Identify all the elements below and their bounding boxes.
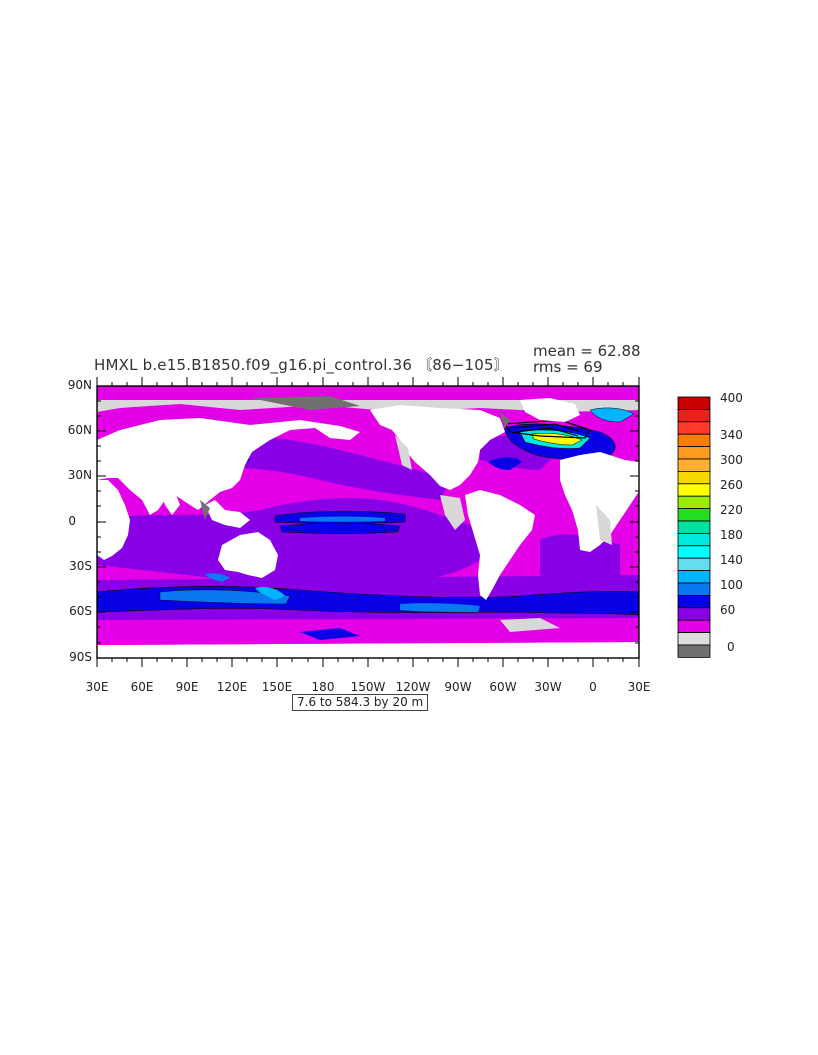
- y-tick-label: 60N: [67, 423, 92, 437]
- colorbar-box: [677, 533, 711, 547]
- sumatra-dark: [200, 500, 210, 520]
- x-tick-label: 60E: [130, 680, 154, 694]
- colorbar-box: [677, 408, 711, 423]
- equatorial-band-south: [279, 522, 401, 534]
- tasman-blue: [255, 586, 285, 600]
- colorbar-label: 140: [720, 553, 743, 567]
- colorbar-box: [677, 570, 711, 584]
- y-tick-label: 60S: [69, 604, 92, 618]
- nordic-seas: [589, 407, 635, 423]
- south-atlantic-purple: [540, 534, 620, 583]
- colorbar-label: 400: [720, 391, 743, 405]
- antarctic-shelf-ocean: [97, 618, 639, 645]
- x-tick-label: 30W: [534, 680, 562, 694]
- contour-range-label: 7.6 to 584.3 by 20 m: [292, 694, 429, 711]
- y-tick-label: 0: [68, 514, 76, 528]
- benguela-coast-gray: [596, 505, 612, 545]
- north-america-land: [370, 405, 505, 490]
- colorbar-box: [677, 433, 711, 448]
- x-tick-label: 180: [311, 680, 335, 694]
- colorbar-label: 260: [720, 478, 743, 492]
- colorbar-box: [677, 582, 711, 596]
- antarctica-land: [97, 642, 639, 658]
- colorbar-box: [677, 470, 711, 485]
- colorbar-box: [677, 545, 711, 559]
- colorbar-label: 340: [720, 428, 743, 442]
- agulhas-blue: [205, 573, 230, 582]
- contour-line-a: [509, 423, 583, 433]
- africa-east-land: [97, 480, 130, 560]
- ross-sea-blue: [300, 628, 360, 640]
- colorbar-box: [677, 446, 711, 460]
- rms-stat: rms = 69: [533, 358, 603, 376]
- x-ticks: [96, 377, 640, 667]
- y-tick-label: 30S: [69, 559, 92, 573]
- arctic-dark: [250, 396, 360, 410]
- colorbar-box: [677, 557, 711, 572]
- colorbar-label: 300: [720, 453, 743, 467]
- southern-ocean-lightblue-1: [159, 589, 291, 605]
- x-tick-label: 90W: [444, 680, 472, 694]
- india-land: [160, 490, 180, 515]
- x-tick-label: 90E: [175, 680, 199, 694]
- x-tick-label: 60W: [489, 680, 517, 694]
- africa-west-land: [560, 452, 639, 552]
- weddell-gray: [500, 618, 560, 632]
- baffin-dark: [500, 412, 510, 428]
- plot-title: HMXL b.e15.B1850.f09_g16.pi_control.36 〘…: [94, 356, 509, 374]
- colorbar-box: [677, 595, 711, 609]
- colorbar-label: 180: [720, 528, 743, 542]
- colorbar-box: [677, 632, 711, 646]
- peru-coast-gray: [440, 495, 465, 530]
- california-coast-gray: [395, 435, 412, 470]
- colorbar-box: [677, 396, 711, 410]
- colorbar-box: [677, 483, 711, 497]
- colorbar-label: 60: [720, 603, 736, 617]
- y-tick-label: 30N: [67, 468, 92, 482]
- x-tick-label: 150E: [261, 680, 293, 694]
- colorbar: [677, 396, 711, 658]
- y-tick-label: 90S: [69, 650, 92, 664]
- map-field: [97, 386, 639, 658]
- equatorial-core: [300, 516, 385, 522]
- arctic-ice: [97, 400, 639, 412]
- colorbar-box: [677, 644, 711, 658]
- x-tick-label: 30E: [85, 680, 109, 694]
- x-tick-label: 120E: [216, 680, 248, 694]
- contour-line-b: [514, 427, 579, 437]
- colorbar-label: 220: [720, 503, 743, 517]
- colorbar-box: [677, 520, 711, 534]
- x-tick-label: 120W: [395, 680, 431, 694]
- colorbar-box: [677, 508, 711, 522]
- x-tick-label: 150W: [350, 680, 386, 694]
- colorbar-box: [677, 607, 711, 621]
- colorbar-label: 100: [720, 578, 743, 592]
- south-america-land: [465, 490, 535, 600]
- x-tick-label: 30E: [627, 680, 651, 694]
- x-tick-label: 0: [589, 680, 597, 694]
- australia-land: [218, 532, 278, 578]
- colorbar-box: [677, 421, 711, 435]
- y-ticks: [97, 385, 639, 659]
- north-pacific-purple: [200, 435, 450, 500]
- greenland-land: [520, 398, 580, 422]
- gulf-stream-blue: [488, 457, 522, 470]
- colorbar-box: [677, 495, 711, 510]
- southern-ocean-lightblue-2: [400, 603, 480, 612]
- maritime-continent: [205, 500, 250, 528]
- colorbar-box: [677, 619, 711, 634]
- colorbar-box: [677, 458, 711, 472]
- mean-stat: mean = 62.88: [533, 342, 641, 360]
- colorbar-label: 0: [727, 640, 735, 654]
- y-tick-label: 90N: [67, 378, 92, 392]
